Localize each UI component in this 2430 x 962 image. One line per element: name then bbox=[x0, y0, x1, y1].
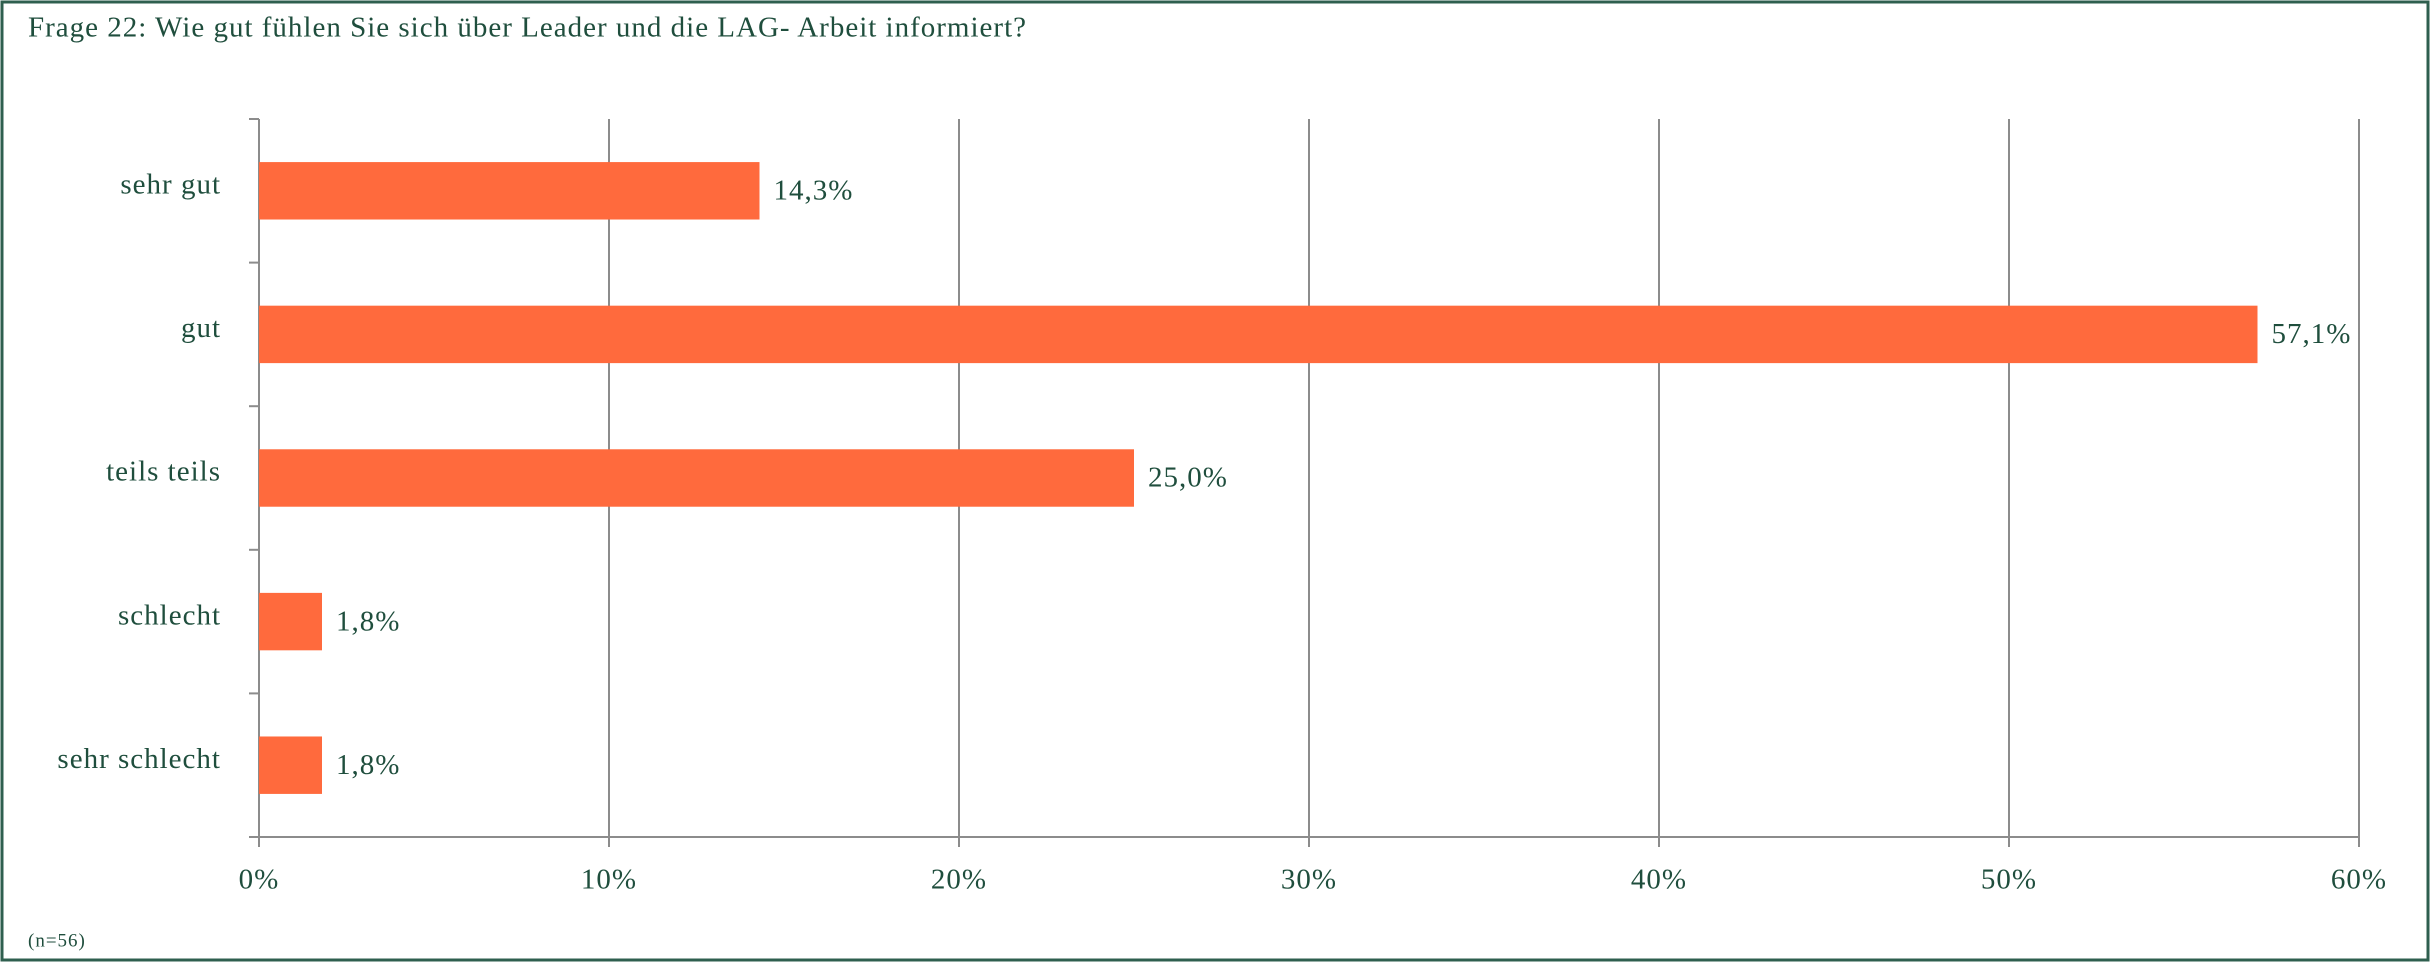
note: (n=56) bbox=[28, 930, 86, 951]
bar bbox=[259, 305, 2258, 364]
y-tick-label: gut bbox=[181, 312, 221, 344]
data-label: 57,1% bbox=[2272, 318, 2352, 350]
x-tick-label: 20% bbox=[931, 864, 987, 896]
x-tick-label: 30% bbox=[1281, 864, 1337, 896]
data-label: 25,0% bbox=[1148, 462, 1228, 494]
x-tick-label: 0% bbox=[239, 864, 280, 896]
x-tick-label: 40% bbox=[1631, 864, 1687, 896]
y-tick-label: sehr gut bbox=[120, 168, 221, 200]
bar bbox=[259, 449, 1134, 507]
x-tick-label: 50% bbox=[1981, 864, 2037, 896]
y-tick-label: teils teils bbox=[106, 456, 221, 488]
bar bbox=[259, 592, 322, 651]
y-tick-label: schlecht bbox=[118, 599, 221, 631]
bar bbox=[259, 736, 322, 794]
data-label: 14,3% bbox=[774, 174, 854, 206]
data-label: 1,8% bbox=[336, 605, 400, 637]
bar bbox=[259, 162, 760, 220]
data-label: 1,8% bbox=[336, 749, 400, 781]
x-tick-label: 10% bbox=[581, 864, 637, 896]
x-tick-label: 60% bbox=[2331, 864, 2387, 896]
y-tick-label: sehr schlecht bbox=[57, 743, 221, 775]
chart-title: Frage 22: Wie gut fühlen Sie sich über L… bbox=[28, 12, 1027, 44]
